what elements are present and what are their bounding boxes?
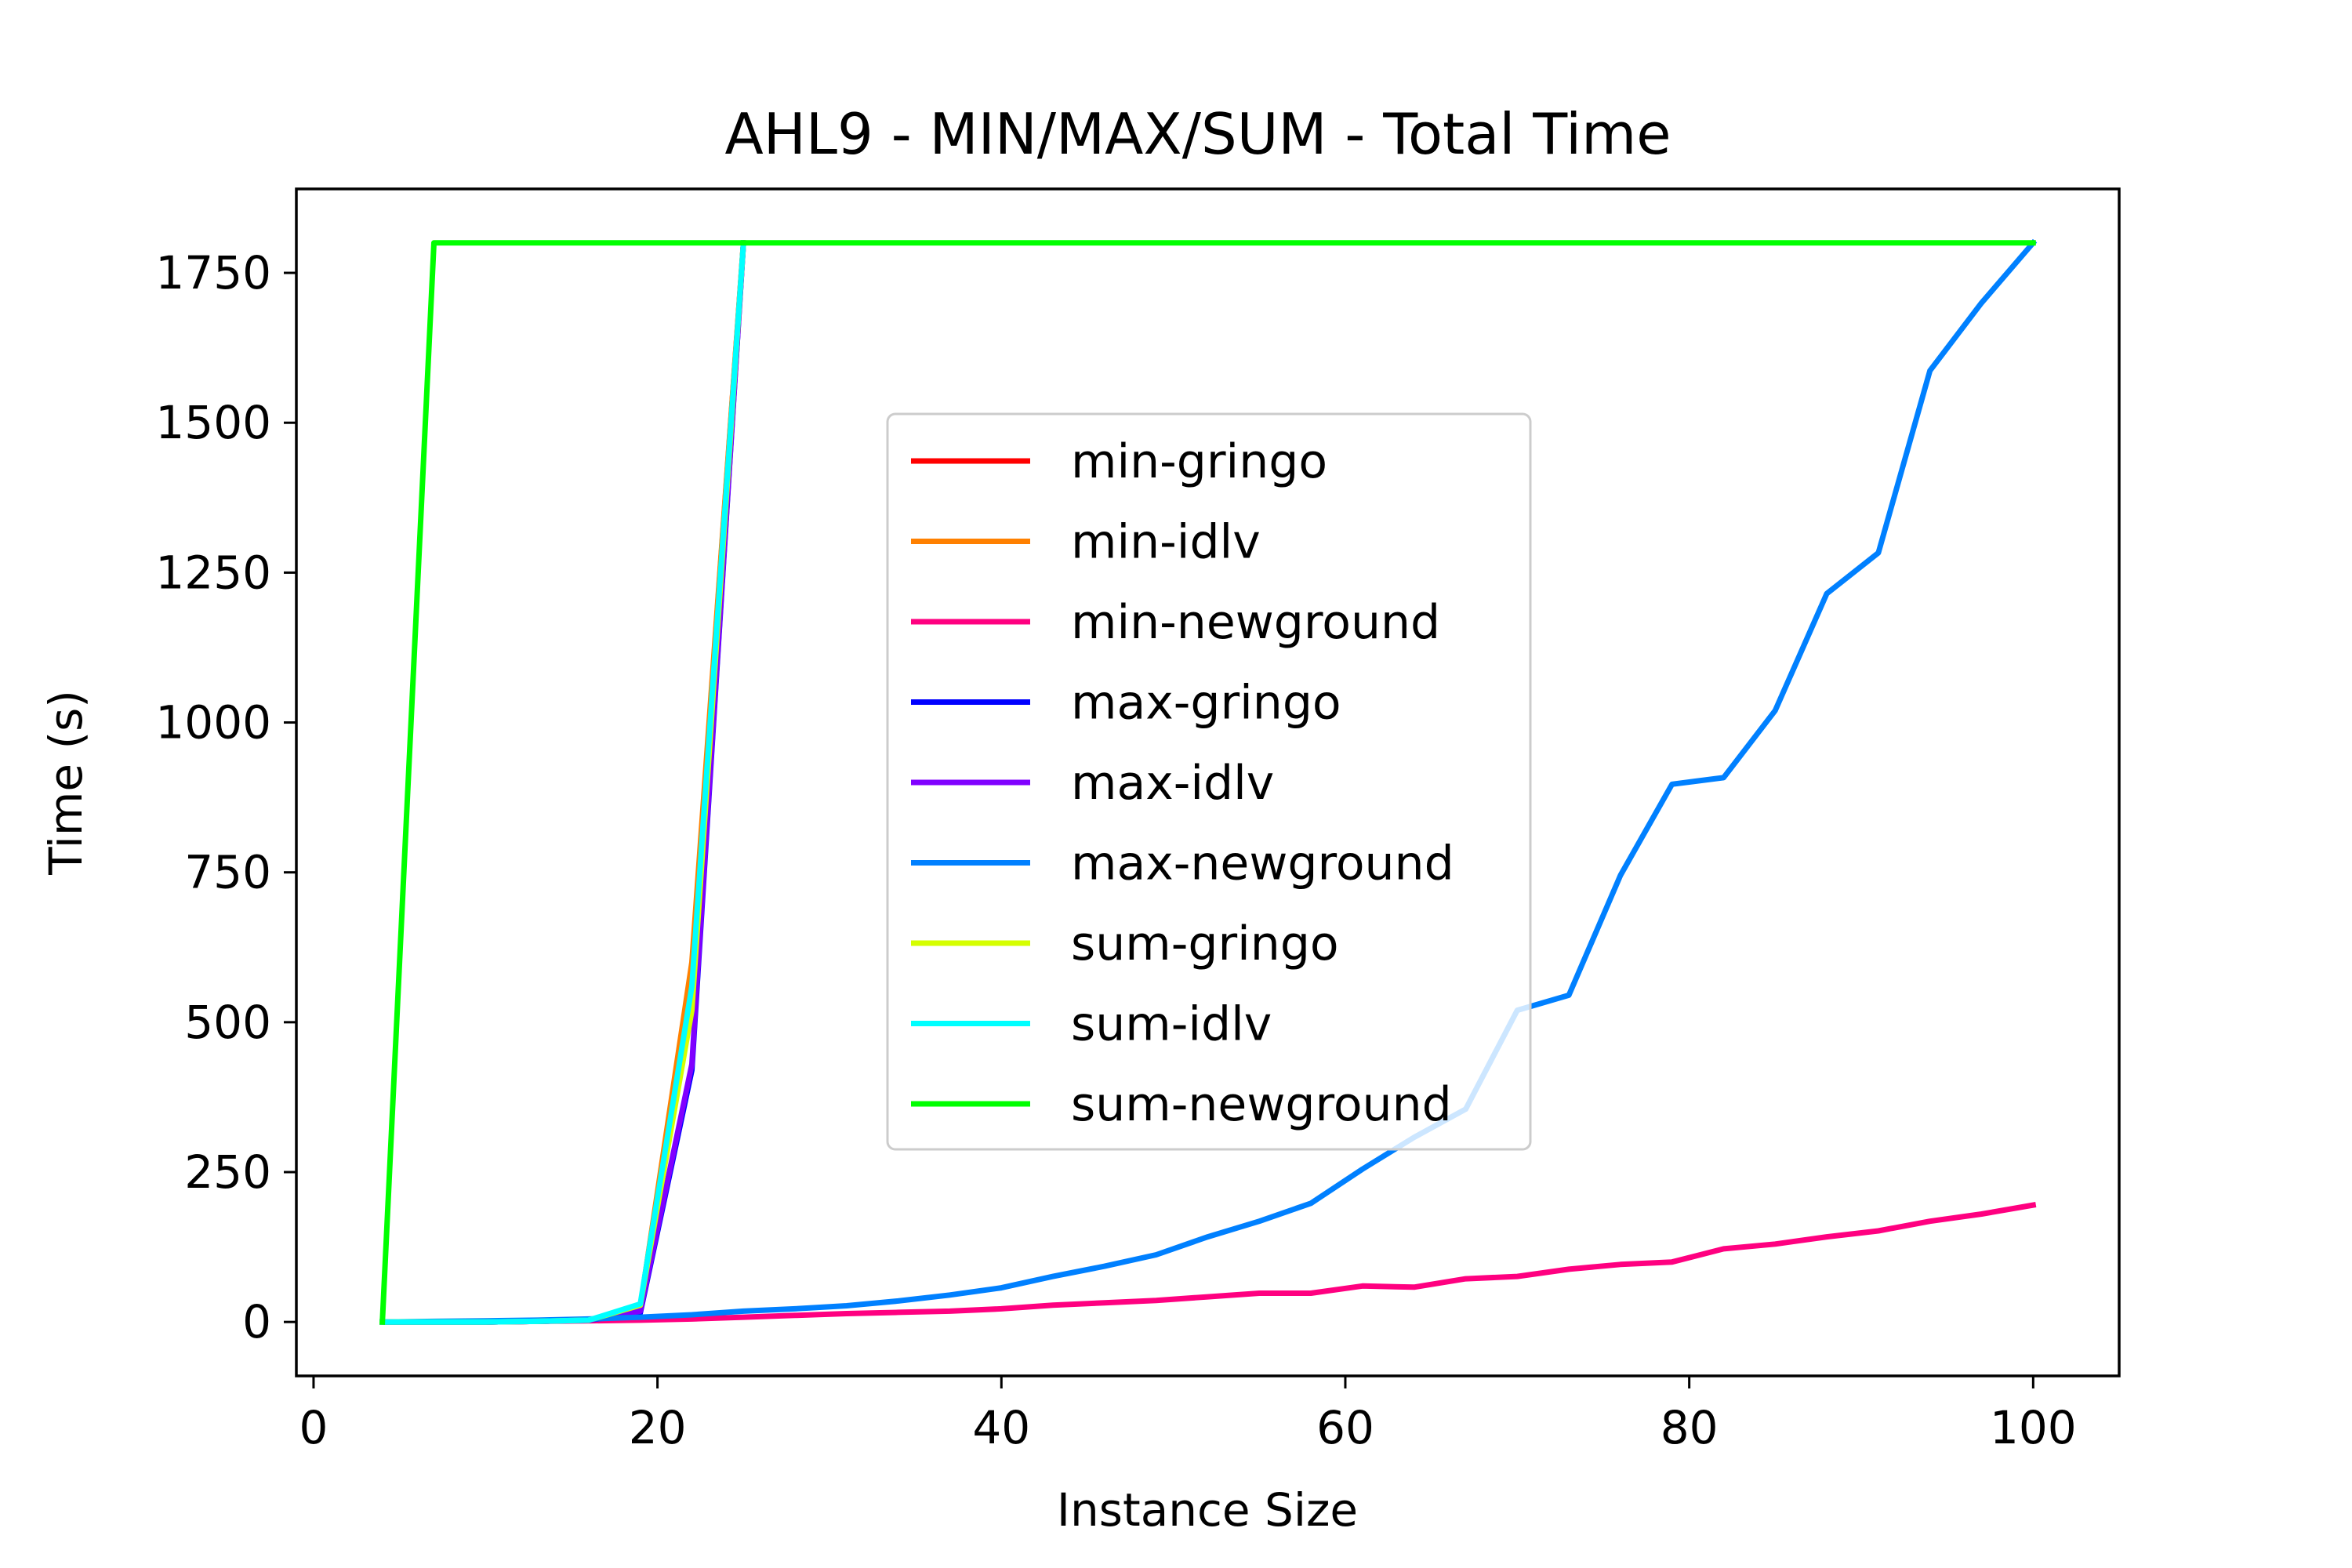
legend-items: min-gringo min-idlv min-newground max-gring… — [911, 434, 1454, 1132]
legend-label-sum-newground: sum-newground — [1071, 1077, 1452, 1132]
x-axis: 0 20 40 60 80 100 — [299, 1376, 2077, 1454]
legend-label-min-newground: min-newground — [1071, 595, 1440, 650]
chart-title: AHL9 - MIN/MAX/SUM - Total Time — [724, 101, 1671, 167]
series-line-sum-newground — [379, 240, 2036, 1325]
y-tick-label: 750 — [184, 846, 271, 899]
x-tick-label: 20 — [629, 1401, 687, 1454]
series-line-sum-idlv — [379, 240, 747, 1325]
x-tick-label: 100 — [1990, 1401, 2077, 1454]
x-tick-label: 60 — [1316, 1401, 1374, 1454]
legend-label-max-gringo: max-gringo — [1071, 676, 1341, 731]
y-axis-label: Time (s) — [39, 690, 93, 876]
legend-label-sum-gringo: sum-gringo — [1071, 916, 1339, 971]
y-tick-label: 250 — [184, 1145, 271, 1199]
series-line-min-newground — [379, 1202, 2037, 1325]
x-tick-label: 40 — [972, 1401, 1030, 1454]
legend-label-sum-idlv: sum-idlv — [1071, 997, 1272, 1052]
plot-frame — [295, 187, 2121, 1377]
legend-label-min-gringo: min-gringo — [1071, 434, 1327, 489]
y-tick-label: 1500 — [155, 396, 271, 449]
x-tick-label: 80 — [1661, 1401, 1719, 1454]
legend-label-max-idlv: max-idlv — [1071, 756, 1274, 811]
legend-label-max-newground: max-newground — [1071, 837, 1454, 891]
legend: min-gringo min-idlv min-newground max-gring… — [886, 412, 1532, 1151]
y-axis: 0 250 500 750 1000 1250 1500 1750 — [155, 246, 296, 1348]
series-layer — [379, 238, 2038, 1325]
x-tick-label: 0 — [299, 1401, 328, 1454]
y-tick-label: 1000 — [155, 696, 271, 750]
y-tick-label: 1750 — [155, 246, 271, 299]
plot-area — [295, 187, 2121, 1377]
legend-box — [886, 412, 1532, 1151]
legend-label-min-idlv: min-idlv — [1071, 515, 1261, 570]
series-line-max-newground — [379, 238, 2038, 1325]
x-axis-label: Instance Size — [1057, 1483, 1358, 1537]
y-tick-label: 0 — [242, 1295, 271, 1348]
y-tick-label: 1250 — [155, 546, 271, 599]
y-tick-label: 500 — [184, 996, 271, 1049]
